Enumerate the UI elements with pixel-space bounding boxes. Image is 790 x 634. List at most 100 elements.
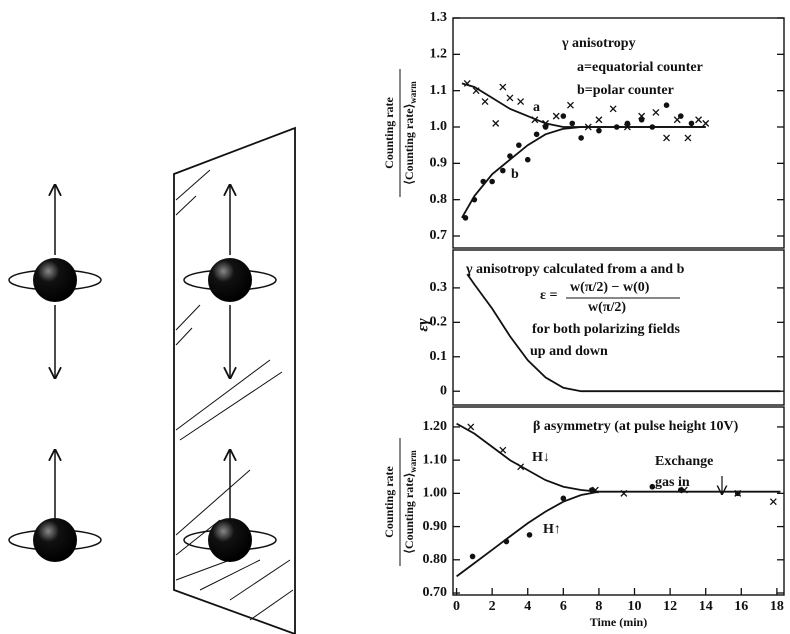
spin-nucleus bbox=[9, 450, 101, 562]
cross-point bbox=[567, 102, 573, 108]
cross-point bbox=[696, 117, 702, 123]
dot-point bbox=[578, 135, 584, 141]
dot-point bbox=[489, 179, 495, 185]
x-tick-label: 6 bbox=[560, 599, 567, 614]
dot-point bbox=[516, 142, 522, 148]
y-axis-label: Counting rate ⟨Counting rate⟩warm bbox=[382, 438, 418, 566]
y-tick-label: 0.1 bbox=[430, 349, 448, 364]
dot-point bbox=[650, 484, 656, 490]
x-tick-label: 8 bbox=[595, 599, 602, 614]
dot-point bbox=[525, 157, 531, 163]
figure: 0.7 0.8 0.9 1.0 1.1 1.2 1.3 Counting rate ⟨Count… bbox=[0, 0, 790, 634]
y-tick-label: 0.80 bbox=[423, 552, 448, 567]
cross-point bbox=[518, 99, 524, 105]
y-label-numerator: Counting rate bbox=[382, 96, 396, 168]
dot-point bbox=[543, 124, 549, 130]
y-tick-label: 0.9 bbox=[430, 156, 448, 171]
dot-point bbox=[639, 117, 645, 123]
annotation: for both polarizing fields bbox=[532, 322, 680, 337]
y-tick-label: 0.2 bbox=[430, 315, 448, 330]
y-label-numerator: Counting rate bbox=[382, 465, 396, 537]
annotation: β asymmetry (at pulse height 10V) bbox=[533, 419, 739, 434]
dot-point bbox=[527, 532, 533, 538]
cross-point bbox=[482, 99, 488, 105]
y-tick-label: 1.0 bbox=[430, 119, 448, 134]
cross-point bbox=[685, 135, 691, 141]
cross-point bbox=[500, 84, 506, 90]
y-tick-label: 1.2 bbox=[430, 47, 448, 62]
dot-point bbox=[689, 121, 695, 127]
y-tick-label: 0.8 bbox=[430, 192, 448, 207]
annotation: H↑ bbox=[543, 522, 561, 537]
x-tick-label: 12 bbox=[663, 599, 677, 614]
cross-point bbox=[507, 95, 513, 101]
y-axis-label: εγ bbox=[415, 318, 432, 332]
x-tick-label: 14 bbox=[699, 599, 713, 614]
y-tick-label: 0.7 bbox=[430, 228, 448, 243]
spin-nucleus bbox=[9, 185, 101, 378]
dot-point bbox=[561, 113, 567, 119]
denominator-text: ⟨Counting rate⟩ bbox=[402, 104, 416, 185]
y-tick-label: 0.70 bbox=[423, 585, 448, 600]
cross-point bbox=[653, 109, 659, 115]
dot-point bbox=[678, 113, 684, 119]
annotation: b=polar counter bbox=[577, 83, 674, 98]
annotation: H↓ bbox=[532, 450, 550, 465]
plot-frame bbox=[453, 18, 784, 248]
x-tick-label: 16 bbox=[734, 599, 748, 614]
plot-frame bbox=[453, 407, 784, 595]
spin-nucleus bbox=[184, 185, 276, 378]
y-tick-label: 0 bbox=[440, 383, 447, 398]
panel: 0 0.1 0.2 0.3 εγ γ anisotropy calculated from… bbox=[415, 250, 784, 405]
annotation: w(π/2) bbox=[588, 300, 626, 315]
spin-nucleus bbox=[184, 450, 276, 562]
x-tick-label: 2 bbox=[489, 599, 496, 614]
annotation: γ anisotropy calculated from a and b bbox=[465, 262, 685, 277]
y-axis-label: Counting rate ⟨Counting rate⟩warm bbox=[382, 69, 418, 197]
annotation: a=equatorial counter bbox=[577, 60, 703, 75]
dot-point bbox=[596, 128, 602, 134]
panel: 0.70 0.80 0.90 1.00 1.10 1.20 0 2 4 6 8 10 12 14 16 18 T… bbox=[382, 407, 784, 629]
x-tick-label: 4 bbox=[524, 599, 531, 614]
cross-point bbox=[770, 499, 776, 505]
dot-point bbox=[500, 168, 506, 174]
annotation: up and down bbox=[530, 344, 608, 359]
cross-point bbox=[664, 135, 670, 141]
y-tick-label: 1.1 bbox=[430, 83, 448, 98]
x-tick-label: 0 bbox=[453, 599, 460, 614]
annotation: Exchange bbox=[655, 454, 713, 469]
y-tick-label: 1.3 bbox=[430, 10, 448, 25]
denominator-text: ⟨Counting rate⟩ bbox=[402, 473, 416, 554]
dot-point bbox=[534, 131, 540, 137]
y-tick-label: 0.90 bbox=[423, 519, 448, 534]
dot-point bbox=[664, 102, 670, 108]
cross-point bbox=[596, 117, 602, 123]
cross-point bbox=[553, 113, 559, 119]
dot-point bbox=[470, 554, 476, 560]
dot-point bbox=[625, 121, 631, 127]
annotation: γ anisotropy bbox=[561, 36, 636, 51]
y-tick-label: 1.20 bbox=[423, 419, 448, 434]
y-tick-label: 1.10 bbox=[423, 452, 448, 467]
x-axis-label: Time (min) bbox=[590, 615, 647, 629]
annotation: ε = bbox=[540, 288, 557, 303]
subscript: warm bbox=[408, 450, 418, 473]
y-tick-label: 1.00 bbox=[423, 486, 448, 501]
annotation: gas in bbox=[655, 475, 690, 490]
cross-point bbox=[468, 424, 474, 430]
y-label-denominator: ⟨Counting rate⟩warm bbox=[402, 81, 418, 185]
y-tick-label: 0.3 bbox=[430, 280, 448, 295]
cross-point bbox=[610, 106, 616, 112]
annotation: a bbox=[533, 100, 540, 115]
cross-point bbox=[493, 120, 499, 126]
parity-diagram bbox=[9, 128, 295, 634]
dot-point bbox=[569, 121, 575, 127]
y-label-denominator: ⟨Counting rate⟩warm bbox=[402, 450, 418, 554]
cross-point bbox=[703, 120, 709, 126]
annotation: w(π/2) − w(0) bbox=[570, 280, 650, 295]
panel: 0.7 0.8 0.9 1.0 1.1 1.2 1.3 Counting rate ⟨Count… bbox=[382, 10, 784, 248]
x-tick-label: 18 bbox=[770, 599, 784, 614]
subscript: warm bbox=[408, 81, 418, 104]
annotation: b bbox=[511, 167, 519, 182]
x-tick-label: 10 bbox=[628, 599, 642, 614]
